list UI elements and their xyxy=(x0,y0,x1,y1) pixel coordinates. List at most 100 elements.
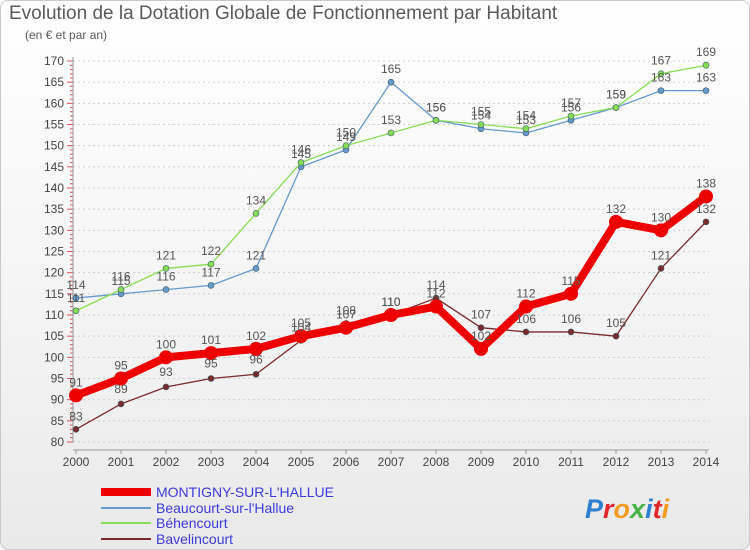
y-tick-label: 150 xyxy=(44,139,64,153)
data-point xyxy=(522,328,530,336)
data-point xyxy=(117,286,125,293)
data-label: 163 xyxy=(651,71,671,85)
logo-text: Proxiti xyxy=(585,494,670,524)
y-tick-label: 95 xyxy=(51,372,65,386)
data-point xyxy=(294,329,308,344)
data-point xyxy=(474,341,488,356)
data-point xyxy=(297,159,305,166)
data-label: 132 xyxy=(696,202,716,216)
data-label: 130 xyxy=(651,210,671,224)
data-label: 102 xyxy=(246,329,266,343)
data-point xyxy=(207,375,215,382)
data-point xyxy=(339,320,353,335)
data-label: 107 xyxy=(336,308,356,322)
data-label: 110 xyxy=(381,295,400,309)
data-label: 116 xyxy=(111,270,130,284)
data-label: 105 xyxy=(606,316,626,330)
x-tick-label: 2005 xyxy=(288,455,315,469)
data-label: 155 xyxy=(471,105,491,119)
data-label: 134 xyxy=(246,193,266,207)
data-point xyxy=(162,286,170,293)
data-point xyxy=(159,350,173,365)
data-point xyxy=(72,425,80,433)
y-tick-label: 80 xyxy=(51,435,65,449)
data-label: 156 xyxy=(426,100,446,114)
data-label: 138 xyxy=(696,176,716,190)
chart-subtitle: (en € et par an) xyxy=(25,28,108,42)
data-label: 165 xyxy=(381,62,401,76)
data-point xyxy=(612,332,620,340)
data-label: 115 xyxy=(561,274,580,288)
data-point xyxy=(567,328,575,336)
x-tick-label: 2004 xyxy=(243,455,270,469)
data-point xyxy=(342,142,350,149)
data-label: 156 xyxy=(426,100,446,114)
y-tick-label: 120 xyxy=(44,266,64,280)
data-label: 95 xyxy=(114,359,128,373)
y-tick-label: 140 xyxy=(44,181,64,195)
y-tick-label: 155 xyxy=(44,118,64,132)
data-label: 149 xyxy=(336,130,356,144)
data-point xyxy=(162,383,170,391)
data-label: 106 xyxy=(516,312,536,326)
data-label: 114 xyxy=(426,278,445,292)
legend-label: Béhencourt xyxy=(156,515,228,531)
y-tick-label: 135 xyxy=(44,202,64,216)
data-label: 122 xyxy=(201,244,221,258)
data-point xyxy=(207,282,215,289)
data-label: 83 xyxy=(69,409,83,423)
data-label: 112 xyxy=(516,287,535,301)
data-label: 121 xyxy=(651,248,671,262)
legend-swatch xyxy=(101,537,151,540)
data-point xyxy=(702,61,710,69)
legend-item: Beaucourt-sur-l'Hallue xyxy=(101,499,401,517)
data-point xyxy=(702,218,710,226)
data-point xyxy=(567,112,575,120)
y-tick-label: 165 xyxy=(44,75,64,89)
x-tick-label: 2012 xyxy=(603,455,630,469)
data-label: 121 xyxy=(156,248,176,262)
legend: MONTIGNY-SUR-L'HALLUE Beaucourt-sur-l'Hal… xyxy=(101,484,401,547)
y-tick-label: 100 xyxy=(44,350,64,364)
data-point xyxy=(162,265,170,272)
data-label: 163 xyxy=(696,71,716,85)
data-label: 91 xyxy=(69,375,83,389)
data-point xyxy=(69,388,83,403)
y-tick-label: 160 xyxy=(44,96,64,110)
data-point xyxy=(252,265,260,272)
y-tick-label: 170 xyxy=(44,54,64,68)
data-label: 108 xyxy=(336,303,356,317)
y-tick-label: 105 xyxy=(44,329,64,343)
data-label: 107 xyxy=(471,308,491,322)
data-point xyxy=(519,299,533,314)
data-label: 89 xyxy=(114,382,128,396)
legend-item: Béhencourt xyxy=(101,515,401,532)
data-label: 115 xyxy=(111,274,130,288)
x-tick-label: 2011 xyxy=(558,455,584,469)
data-point xyxy=(72,294,80,302)
data-label: 150 xyxy=(336,126,356,140)
data-label: 154 xyxy=(516,109,536,123)
chart-title: Evolution de la Dotation Globale de Fonc… xyxy=(9,3,558,24)
legend-swatch xyxy=(101,506,151,509)
data-label: 93 xyxy=(159,365,173,379)
legend-label: MONTIGNY-SUR-L'HALLUE xyxy=(156,484,334,500)
data-point xyxy=(522,125,530,133)
data-point xyxy=(429,299,443,314)
data-label: 106 xyxy=(561,312,581,326)
legend-swatch xyxy=(101,522,151,524)
data-point xyxy=(387,78,395,86)
x-tick-label: 2007 xyxy=(378,455,405,469)
legend-swatch xyxy=(101,488,151,496)
legend-label: Beaucourt-sur-l'Hallue xyxy=(156,499,295,516)
x-tick-label: 2001 xyxy=(108,455,135,469)
data-label: 114 xyxy=(66,278,85,292)
y-tick-label: 110 xyxy=(45,308,64,322)
proxiti-logo: Proxiti xyxy=(585,494,670,524)
y-tick-label: 145 xyxy=(44,160,64,174)
data-label: 157 xyxy=(561,96,581,110)
y-tick-label: 125 xyxy=(44,245,64,259)
data-point xyxy=(657,265,665,272)
data-label: 96 xyxy=(249,352,263,366)
